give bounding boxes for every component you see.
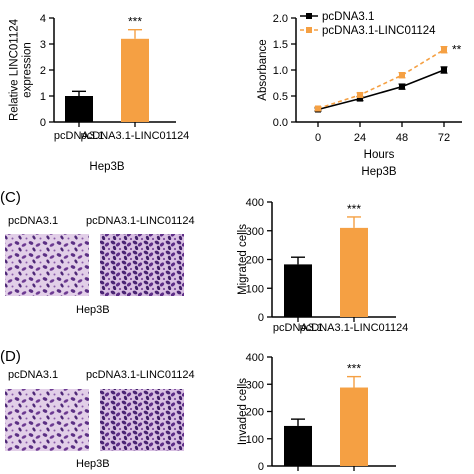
invasion-ytick-label: 100: [246, 434, 264, 446]
invasion-ytick-label: 200: [246, 407, 264, 419]
invasion-ytick-label: 0: [258, 461, 264, 473]
absorbance-ytick-label: 2.0: [273, 13, 288, 25]
absorbance-ytick-label: 1.0: [273, 65, 288, 77]
absorbance-legend-marker: [306, 13, 312, 19]
panel-label-d: (D): [0, 348, 21, 365]
absorbance-xtick-label: 48: [396, 132, 408, 144]
migration-bar-1: [340, 227, 368, 317]
migration-y-label: Migrated cells: [237, 224, 249, 295]
migration-ytick-label: 0: [258, 312, 264, 324]
invasion-ytick-label: 400: [246, 352, 264, 364]
expression-ytick-label: 2: [40, 65, 46, 77]
migration-category-label: pcDNA3.1: [273, 322, 323, 334]
invasion-significance: ***: [347, 362, 361, 376]
micrograph-d-linc: [100, 389, 184, 451]
image-cellline-c: Hep3B: [76, 304, 110, 316]
absorbance-point-1: [399, 72, 405, 79]
expression-ytick-label: 0: [40, 117, 46, 129]
absorbance-series-line-0: [317, 69, 445, 111]
expression-ytick-label: 4: [40, 13, 46, 25]
expression-category-label: pcDNA3.1-LINC01124: [81, 130, 190, 142]
absorbance-xtick-label: 72: [438, 132, 450, 144]
absorbance-point-1: [315, 105, 321, 112]
expression-y-label: expression: [22, 42, 34, 98]
expression-bar-1: [121, 38, 149, 122]
micrograph-d-control: [5, 389, 89, 451]
absorbance-point-1: [357, 91, 363, 98]
absorbance-ytick-label: 0.0: [273, 117, 288, 129]
absorbance-significance: **: [452, 43, 462, 57]
micrograph-c-control: [5, 234, 89, 296]
migration-ytick-label: 100: [246, 283, 264, 295]
expression-ytick-label: 3: [40, 39, 46, 51]
invasion-bar-1: [340, 387, 368, 466]
absorbance-xtick-label: 0: [315, 132, 321, 144]
absorbance-legend-label: pcDNA3.1: [322, 11, 374, 23]
absorbance-legend-label: pcDNA3.1-LINC01124: [322, 25, 436, 37]
absorbance-point-1: [441, 46, 447, 53]
migration-ytick-label: 300: [246, 226, 264, 238]
image-caption-c-right: pcDNA3.1-LINC01124: [86, 215, 195, 227]
absorbance-point-0: [357, 95, 363, 102]
expression-significance: ***: [128, 15, 142, 29]
absorbance-sub-label: Hep3B: [361, 166, 396, 178]
micrograph-c-linc: [100, 234, 184, 296]
absorbance-ytick-label: 0.5: [273, 91, 288, 103]
migration-category-label: pcDNA3.1-LINC01124: [300, 322, 409, 334]
expression-y-label: Relative LINC01124: [9, 18, 21, 121]
expression-category-label: pcDNA3.1: [54, 130, 104, 142]
migration-ytick-label: 400: [246, 197, 264, 209]
image-caption-d-right: pcDNA3.1-LINC01124: [86, 369, 195, 381]
absorbance-x-label: Hours: [364, 149, 395, 161]
migration-bar-0: [284, 264, 312, 317]
expression-x-label: Hep3B: [89, 161, 124, 173]
expression-bar-0: [65, 96, 93, 122]
absorbance-series-line-1: [317, 49, 445, 110]
invasion-y-label: Invaded cells: [237, 378, 249, 445]
panel-label-c: (C): [0, 189, 21, 206]
absorbance-ytick-label: 1.5: [273, 39, 288, 51]
invasion-bar-0: [284, 425, 312, 466]
invasion-ytick-label: 300: [246, 379, 264, 391]
expression-ytick-label: 1: [40, 91, 46, 103]
absorbance-y-label: Absorbance: [257, 39, 269, 100]
absorbance-xtick-label: 24: [354, 132, 366, 144]
absorbance-point-0: [441, 67, 447, 73]
image-cellline-d: Hep3B: [76, 458, 110, 470]
image-caption-c-left: pcDNA3.1: [8, 215, 58, 227]
image-caption-d-left: pcDNA3.1: [8, 369, 58, 381]
migration-ytick-label: 200: [246, 255, 264, 267]
absorbance-point-0: [399, 83, 405, 90]
migration-significance: ***: [347, 202, 361, 216]
absorbance-legend-marker: [306, 27, 312, 33]
